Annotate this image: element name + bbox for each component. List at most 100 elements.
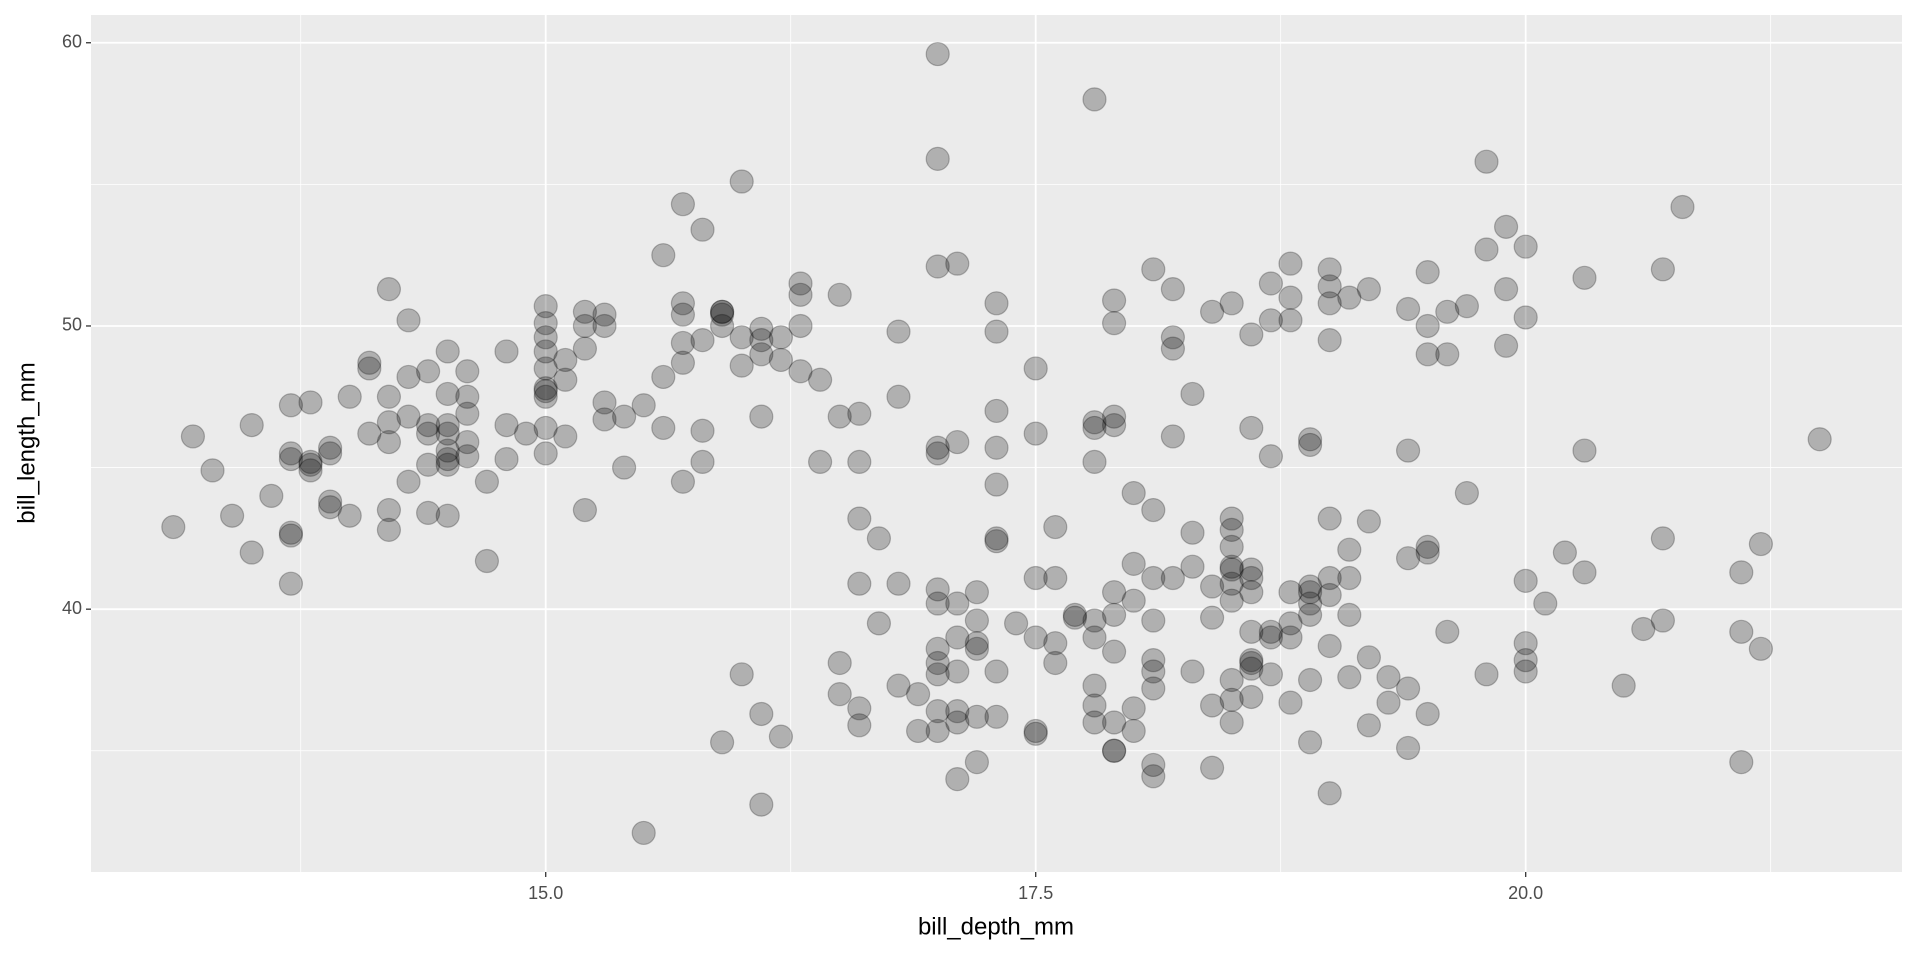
point <box>768 325 794 350</box>
point <box>1219 710 1244 735</box>
point <box>435 446 460 472</box>
point <box>1337 537 1362 562</box>
point <box>533 415 558 441</box>
point <box>1219 571 1244 596</box>
point <box>1043 514 1068 540</box>
point <box>1258 271 1283 296</box>
point <box>925 441 950 466</box>
point <box>1258 625 1283 650</box>
point <box>1395 735 1421 761</box>
point <box>651 243 676 268</box>
point <box>1317 257 1342 282</box>
point <box>612 455 637 480</box>
point <box>474 548 500 574</box>
point <box>396 469 421 494</box>
point <box>984 291 1009 316</box>
point <box>1317 565 1342 591</box>
point <box>631 393 656 418</box>
point <box>847 696 872 721</box>
point <box>239 540 264 565</box>
point <box>1160 565 1185 591</box>
point <box>533 325 558 350</box>
point <box>945 591 970 616</box>
point <box>1082 87 1107 112</box>
point <box>376 384 402 409</box>
point <box>1552 540 1577 565</box>
point <box>1043 650 1068 676</box>
point <box>1650 257 1675 282</box>
point <box>886 384 911 409</box>
point <box>1337 285 1362 310</box>
point <box>1631 616 1656 642</box>
point <box>435 452 460 477</box>
point <box>278 523 304 548</box>
point <box>1219 588 1244 613</box>
point <box>1239 580 1264 605</box>
point <box>1180 381 1205 407</box>
point <box>925 41 950 67</box>
point <box>827 682 852 707</box>
point <box>318 495 343 520</box>
point <box>984 659 1009 684</box>
point <box>1513 631 1538 656</box>
point <box>1356 713 1381 738</box>
point <box>710 302 735 327</box>
point <box>945 429 970 455</box>
point <box>1141 257 1166 282</box>
point <box>1141 497 1166 523</box>
point <box>749 792 774 817</box>
point <box>1043 565 1068 591</box>
point <box>1101 580 1127 605</box>
point <box>1101 639 1127 664</box>
point <box>1474 237 1499 262</box>
point <box>906 718 931 744</box>
point <box>729 325 754 350</box>
point <box>690 418 715 443</box>
point <box>1395 546 1421 571</box>
point <box>572 299 598 324</box>
point <box>1003 611 1029 636</box>
point <box>945 625 970 650</box>
point <box>1415 534 1440 559</box>
point <box>533 339 558 364</box>
point <box>670 302 696 327</box>
point <box>1729 560 1754 585</box>
point <box>1219 557 1244 582</box>
point <box>1180 554 1205 579</box>
point <box>1317 781 1342 806</box>
point <box>1513 568 1538 593</box>
point <box>1082 410 1107 435</box>
point <box>435 503 460 528</box>
point <box>1278 308 1303 333</box>
point <box>1160 424 1185 449</box>
point <box>1023 718 1048 744</box>
point <box>847 713 872 738</box>
point <box>670 192 696 217</box>
point <box>298 449 323 475</box>
point <box>278 520 304 545</box>
point <box>1239 684 1264 710</box>
point <box>396 364 421 390</box>
point <box>533 356 558 381</box>
point <box>592 390 617 415</box>
point <box>572 313 598 339</box>
x-tick-label: 20.0 <box>1508 883 1543 903</box>
point <box>925 591 950 616</box>
point <box>1101 710 1127 735</box>
point <box>1297 432 1323 458</box>
point <box>1415 342 1440 367</box>
point <box>161 514 186 540</box>
point <box>886 571 911 596</box>
point <box>553 424 578 449</box>
point <box>925 662 950 687</box>
point <box>964 580 990 605</box>
point <box>376 517 402 542</box>
point <box>1493 333 1519 358</box>
point <box>1121 718 1146 744</box>
point <box>670 469 696 494</box>
point <box>416 412 441 438</box>
point <box>651 364 676 390</box>
point <box>435 339 460 364</box>
point <box>925 146 950 171</box>
point <box>1121 588 1146 613</box>
